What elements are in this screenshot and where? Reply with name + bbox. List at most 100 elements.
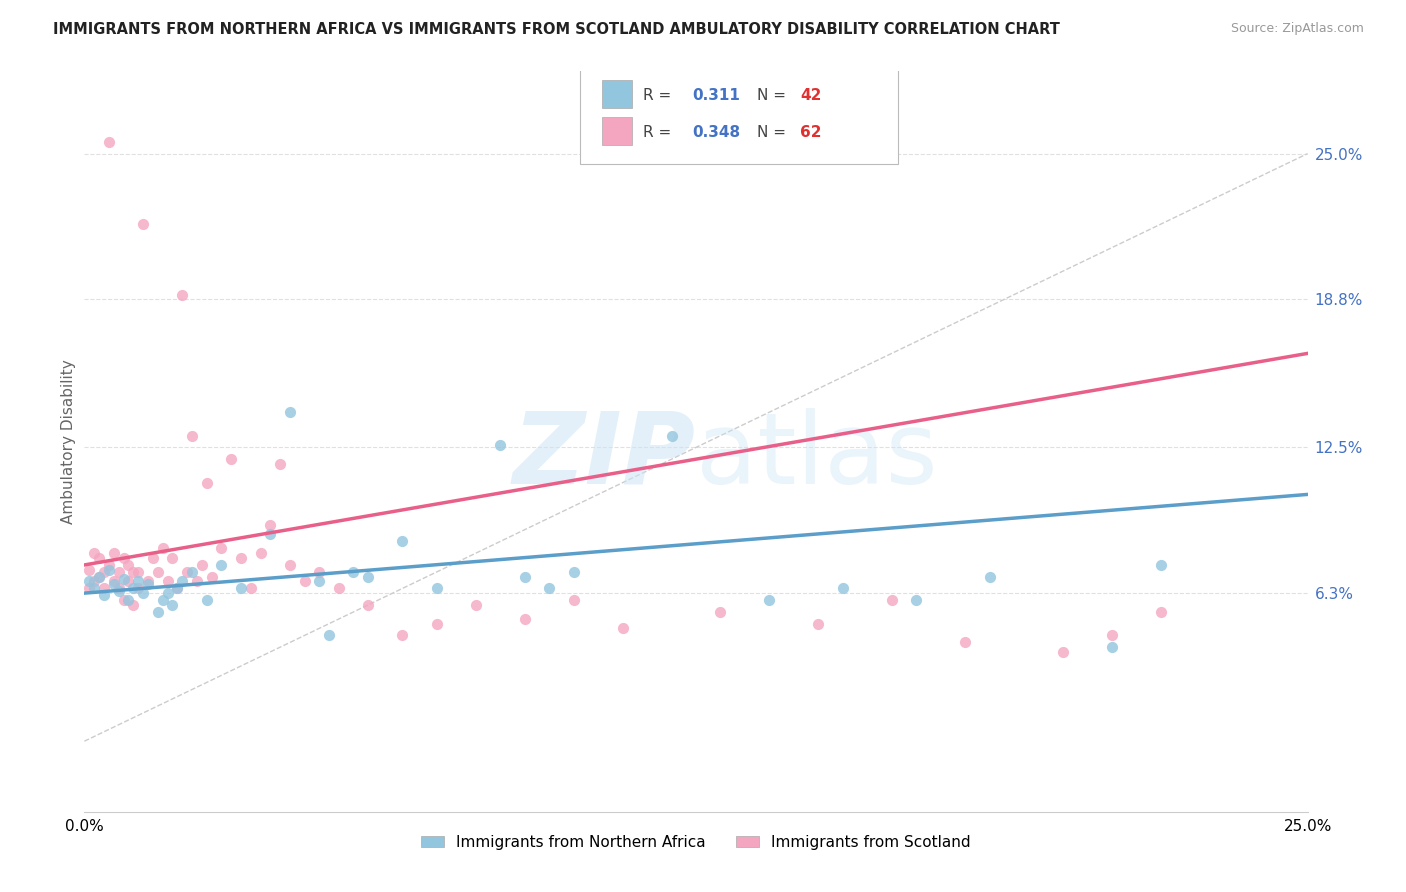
Point: [93, 565, 115, 579]
Point: [146, 605, 169, 619]
Point: [152, 541, 174, 556]
Point: [97, 135, 120, 149]
Point: [209, 541, 232, 556]
Point: [259, 527, 281, 541]
Point: [229, 550, 252, 565]
Point: [562, 565, 585, 579]
Point: [308, 574, 330, 589]
Point: [97, 558, 120, 572]
Point: [1150, 605, 1173, 619]
Point: [538, 582, 561, 596]
Point: [103, 546, 125, 560]
Point: [181, 428, 204, 442]
Point: [661, 428, 683, 442]
Point: [162, 598, 184, 612]
Text: N =: N =: [758, 125, 792, 140]
Point: [152, 593, 174, 607]
Point: [1101, 628, 1123, 642]
Point: [127, 574, 149, 589]
Point: [294, 574, 316, 589]
Point: [758, 593, 780, 607]
Point: [136, 574, 159, 589]
Point: [513, 570, 536, 584]
Point: [357, 570, 380, 584]
Point: [489, 438, 512, 452]
Point: [979, 570, 1001, 584]
Point: [117, 558, 139, 572]
Point: [93, 589, 115, 603]
Point: [87, 550, 110, 565]
Point: [513, 612, 536, 626]
Point: [117, 574, 139, 589]
Point: [195, 475, 218, 490]
Point: [562, 593, 585, 607]
Y-axis label: Ambulatory Disability: Ambulatory Disability: [60, 359, 76, 524]
Point: [127, 565, 149, 579]
Point: [278, 558, 301, 572]
Point: [186, 574, 208, 589]
FancyBboxPatch shape: [602, 80, 633, 109]
Text: 0.348: 0.348: [692, 125, 741, 140]
Point: [342, 565, 364, 579]
Point: [191, 558, 214, 572]
Point: [612, 621, 634, 635]
Point: [156, 586, 179, 600]
Point: [132, 217, 155, 231]
Point: [132, 586, 155, 600]
Point: [77, 574, 100, 589]
Point: [112, 593, 135, 607]
Point: [162, 550, 184, 565]
Point: [239, 582, 262, 596]
Point: [77, 563, 100, 577]
Point: [269, 457, 291, 471]
Point: [176, 565, 198, 579]
Point: [318, 628, 340, 642]
Point: [122, 598, 145, 612]
Point: [953, 635, 976, 649]
Text: R =: R =: [644, 125, 676, 140]
Point: [357, 598, 380, 612]
Point: [103, 576, 125, 591]
Point: [166, 582, 188, 596]
Point: [112, 572, 135, 586]
Point: [107, 582, 129, 596]
Point: [181, 565, 204, 579]
Point: [709, 605, 731, 619]
Point: [200, 570, 222, 584]
Point: [127, 582, 149, 596]
Legend: Immigrants from Northern Africa, Immigrants from Scotland: Immigrants from Northern Africa, Immigra…: [415, 829, 977, 856]
Point: [87, 570, 110, 584]
Point: [83, 546, 105, 560]
FancyBboxPatch shape: [602, 117, 633, 145]
Point: [229, 582, 252, 596]
Point: [328, 582, 350, 596]
Point: [426, 616, 449, 631]
Point: [156, 574, 179, 589]
Point: [117, 593, 139, 607]
Point: [172, 287, 194, 301]
Point: [278, 405, 301, 419]
Point: [391, 534, 413, 549]
Point: [122, 565, 145, 579]
Point: [103, 574, 125, 589]
Text: 42: 42: [800, 88, 821, 103]
Point: [93, 582, 115, 596]
FancyBboxPatch shape: [579, 64, 898, 164]
Point: [464, 598, 486, 612]
Text: 62: 62: [800, 125, 821, 140]
Text: R =: R =: [644, 88, 676, 103]
Point: [905, 593, 928, 607]
Text: atlas: atlas: [696, 408, 938, 505]
Point: [142, 550, 165, 565]
Text: Source: ZipAtlas.com: Source: ZipAtlas.com: [1230, 22, 1364, 36]
Point: [259, 518, 281, 533]
Point: [1101, 640, 1123, 655]
Point: [1052, 645, 1074, 659]
Point: [209, 558, 232, 572]
Point: [880, 593, 903, 607]
Point: [391, 628, 413, 642]
Point: [122, 582, 145, 596]
Point: [77, 582, 100, 596]
Text: 0.311: 0.311: [692, 88, 740, 103]
Text: ZIP: ZIP: [513, 408, 696, 505]
